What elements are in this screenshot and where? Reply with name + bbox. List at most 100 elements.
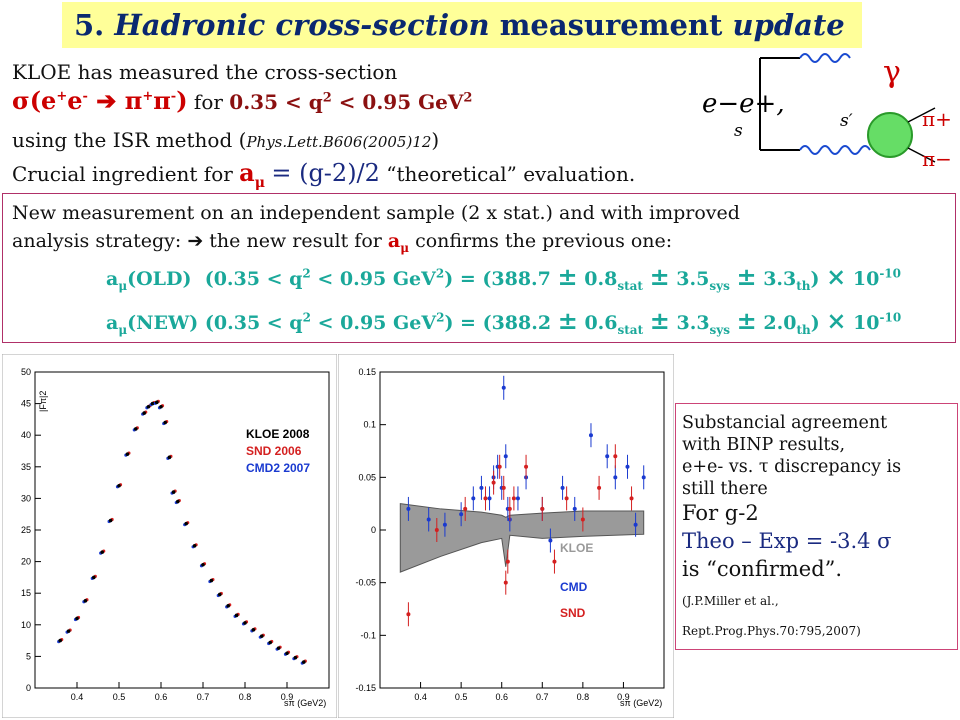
y-tick-label: -0.15 [355, 683, 376, 693]
kloe-point [155, 401, 159, 405]
legend-snd-2006: SND 2006 [246, 444, 302, 458]
snd-point [463, 507, 467, 511]
snd-point [508, 507, 512, 511]
y-tick-label: 25 [21, 525, 31, 535]
kloe-point [201, 563, 205, 567]
intro-line-1: KLOE has measured the cross-section [12, 60, 397, 84]
kloe-point [159, 405, 163, 409]
new-line-2: analysis strategy: ➔ the new result for … [12, 230, 672, 255]
y-tick-label: 0.1 [363, 420, 376, 430]
snd-point [552, 560, 556, 564]
chart1-ylabel: |Fπ|2 [38, 391, 48, 412]
chart2-xlabel: sπ (GeV2) [620, 698, 662, 708]
x-tick-label: 0.8 [239, 692, 252, 702]
y-tick-label: 30 [21, 493, 31, 503]
reaction-formula: σ(e+e- ➔ π+π-) [12, 86, 188, 115]
x-tick-label: 0.8 [577, 692, 590, 702]
x-tick-label: 0.5 [113, 692, 126, 702]
kloe-point [210, 579, 214, 583]
kloe-point [92, 576, 96, 580]
y-tick-label: -0.1 [360, 630, 376, 640]
y-tick-label: 0.05 [358, 472, 376, 482]
kloe-point [252, 628, 256, 632]
intro-line-4: Crucial ingredient for aμ = (g-2)/2 “the… [12, 158, 635, 191]
kloe-point [268, 641, 272, 645]
y-tick-label: 45 [21, 399, 31, 409]
old-result: aμ(OLD) (0.35 < q2 < 0.95 GeV2) = (388.7… [106, 262, 901, 293]
kloe-point [218, 593, 222, 597]
side-line-3: e+e- vs. τ discrepancy is [682, 456, 901, 478]
legend-cmd2-2007: CMD2 2007 [246, 461, 310, 475]
pi-plus-label: π+ [922, 107, 952, 131]
kloe-point [176, 500, 180, 504]
cmd-point [427, 517, 431, 521]
kloe-point [84, 599, 88, 603]
s-prime-label: s′ [840, 111, 853, 131]
snd-point [406, 612, 410, 616]
kloe-point [75, 617, 79, 621]
snd-point [502, 486, 506, 490]
kloe-point [294, 656, 298, 660]
legend-cmd: CMD [560, 580, 588, 594]
kloe-point [58, 639, 62, 643]
y-tick-label: 0 [371, 525, 376, 535]
kloe-point [277, 646, 281, 650]
y-tick-label: 20 [21, 557, 31, 567]
x-tick-label: 0.7 [197, 692, 210, 702]
intro-line-3: using the ISR method (Phys.Lett.B606(200… [12, 128, 439, 152]
snd-point [630, 496, 634, 500]
snd-point [506, 560, 510, 564]
cmd-point [479, 486, 483, 490]
side-line-2: with BINP results, [682, 434, 845, 456]
side-line-4: still there [682, 478, 768, 500]
cmd-point [573, 507, 577, 511]
legend-snd: SND [560, 606, 586, 620]
cmd-point [548, 539, 552, 543]
ee-label: e−e+, [702, 89, 785, 119]
cmd-point [443, 523, 447, 527]
y-tick-label: 50 [21, 367, 31, 377]
kloe-point [100, 550, 104, 554]
cmd-point [488, 496, 492, 500]
legend-kloe-2008: KLOE 2008 [246, 427, 310, 441]
comparison-chart: -0.15 -0.1 -0.05 0 0.05 0.1 0.15 0.4 0.5 0.6 0.7 0.… [338, 354, 674, 718]
side-line-9: Rept.Prog.Phys.70:795,2007) [682, 622, 861, 640]
snd-point [483, 496, 487, 500]
x-tick-label: 0.7 [536, 692, 549, 702]
kloe-point [243, 621, 247, 625]
form-factor-chart: 051015202530354045500.4 0.5 0.6 0.7 0.8 0.9 K… [2, 354, 337, 718]
cmd-point [634, 523, 638, 527]
snd-point [540, 507, 544, 511]
kloe-point [285, 651, 289, 655]
y-tick-label: 0 [26, 683, 31, 693]
pi-minus-label: π− [922, 147, 952, 171]
cmd-point [459, 512, 463, 516]
kloe-point [193, 544, 197, 548]
cmd-point [504, 454, 508, 458]
kloe-point [147, 405, 151, 409]
feynman-diagram: e−e+, s s′ γ π+ π− [700, 40, 958, 190]
snd-point [524, 465, 528, 469]
y-tick-label: 5 [26, 651, 31, 661]
cmd-point [613, 475, 617, 479]
x-tick-label: 0.4 [414, 692, 427, 702]
x-tick-label: 0.5 [455, 692, 468, 702]
kloe-point [260, 634, 264, 638]
cmd-point [605, 454, 609, 458]
cmd-point [561, 486, 565, 490]
kloe-point [142, 411, 146, 415]
x-tick-label: 0.6 [495, 692, 508, 702]
snd-point [435, 528, 439, 532]
cmd-point [406, 507, 410, 511]
snd-point [597, 486, 601, 490]
snd-point [581, 517, 585, 521]
y-tick-label: -0.05 [355, 578, 376, 588]
y-tick-label: 40 [21, 430, 31, 440]
gamma-label: γ [883, 55, 901, 90]
y-tick-label: 0.15 [358, 367, 376, 377]
s-label: s [734, 121, 743, 141]
snd-point [492, 481, 496, 485]
y-tick-label: 35 [21, 462, 31, 472]
kloe-point [226, 604, 230, 608]
kloe-point [109, 519, 113, 523]
